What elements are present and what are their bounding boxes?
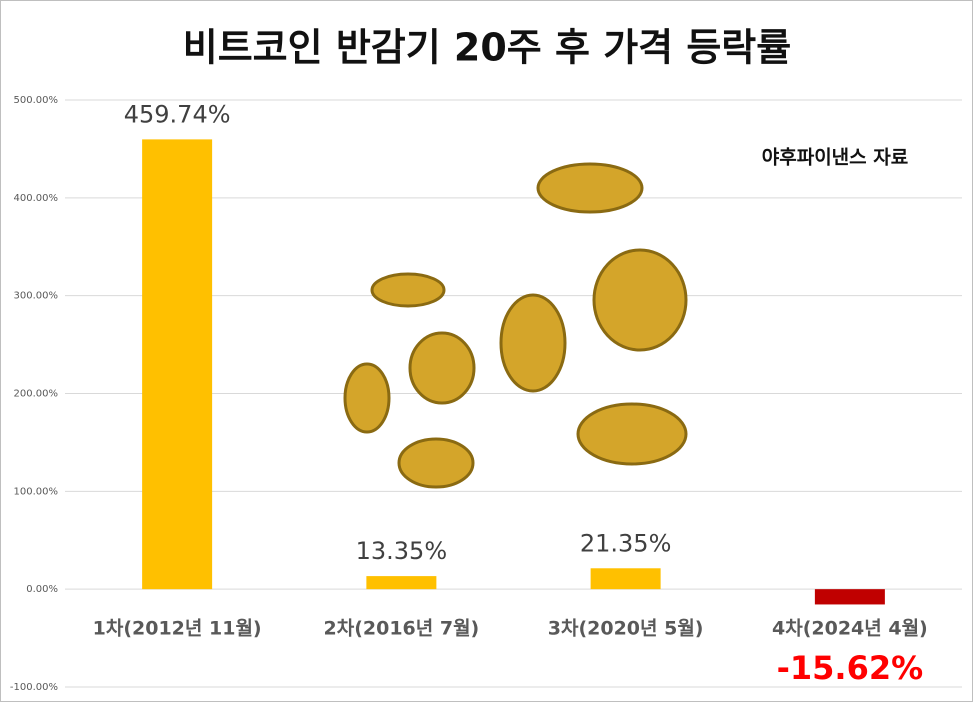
x-tick-label: 2차(2016년 7월) [324, 618, 480, 640]
y-tick-label: 0.00% [26, 584, 58, 595]
coin [499, 293, 567, 393]
bar [142, 139, 213, 590]
value-label: -15.62% [777, 649, 924, 687]
x-tick-label: 4차(2024년 4월) [772, 618, 928, 640]
coin [397, 437, 475, 489]
y-tick-label: -100.00% [10, 682, 58, 693]
coin [592, 248, 688, 352]
bar [590, 568, 661, 590]
y-tick-label: 300.00% [14, 291, 59, 302]
coin [370, 272, 446, 308]
chart-title: 비트코인 반감기 20주 후 가격 등락률 [183, 26, 791, 70]
value-label: 459.74% [124, 100, 231, 128]
coin [408, 331, 476, 405]
value-label: 13.35% [356, 537, 448, 565]
y-tick-label: 200.00% [14, 389, 59, 400]
coin-decoration [343, 162, 688, 489]
y-tick-label: 400.00% [14, 193, 59, 204]
coin [343, 362, 391, 434]
coin [536, 162, 644, 214]
x-tick-label: 3차(2020년 5월) [548, 618, 704, 640]
bar [814, 589, 885, 605]
x-tick-label: 1차(2012년 11월) [93, 618, 262, 640]
annotation: 야후파이낸스 자료 [762, 147, 908, 169]
y-tick-label: 100.00% [14, 486, 59, 497]
bar [366, 576, 437, 590]
y-tick-label: 500.00% [14, 95, 59, 106]
coin [576, 402, 688, 466]
value-label: 21.35% [580, 529, 672, 557]
